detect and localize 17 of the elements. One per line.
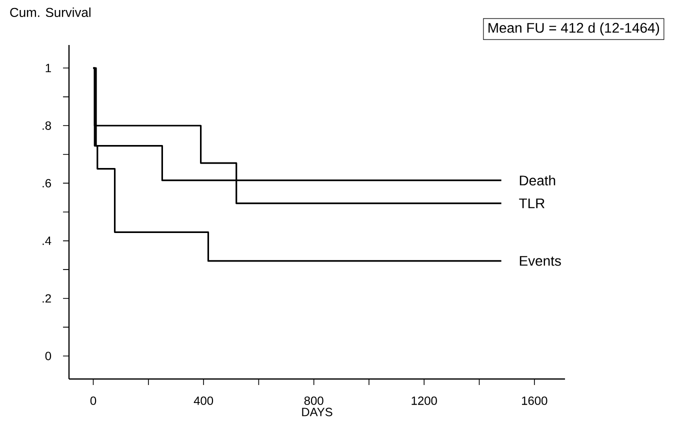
- y-tick-label: 0: [45, 352, 52, 360]
- x-tick-label: 1600: [522, 396, 548, 405]
- chart-title: Cum. Survival: [10, 8, 90, 18]
- series-label: Death: [520, 175, 556, 186]
- y-tick-label: .6: [42, 178, 52, 188]
- series-label: Events: [520, 256, 561, 266]
- y-tick-label: 1: [46, 64, 51, 72]
- x-tick-label: 800: [304, 396, 324, 405]
- series-label: TLR: [519, 198, 544, 208]
- y-tick-label: .2: [42, 294, 51, 303]
- text: Mean FU = 412 d (12-1464): [488, 22, 660, 36]
- x-tick-label: 400: [194, 396, 214, 405]
- y-tick-label: .8: [42, 121, 52, 130]
- y-tick-label: .4: [42, 236, 52, 245]
- x-axis-title: DAYS: [302, 408, 332, 416]
- x-tick-label: 1200: [412, 396, 437, 405]
- x-tick-label: 0: [90, 396, 96, 405]
